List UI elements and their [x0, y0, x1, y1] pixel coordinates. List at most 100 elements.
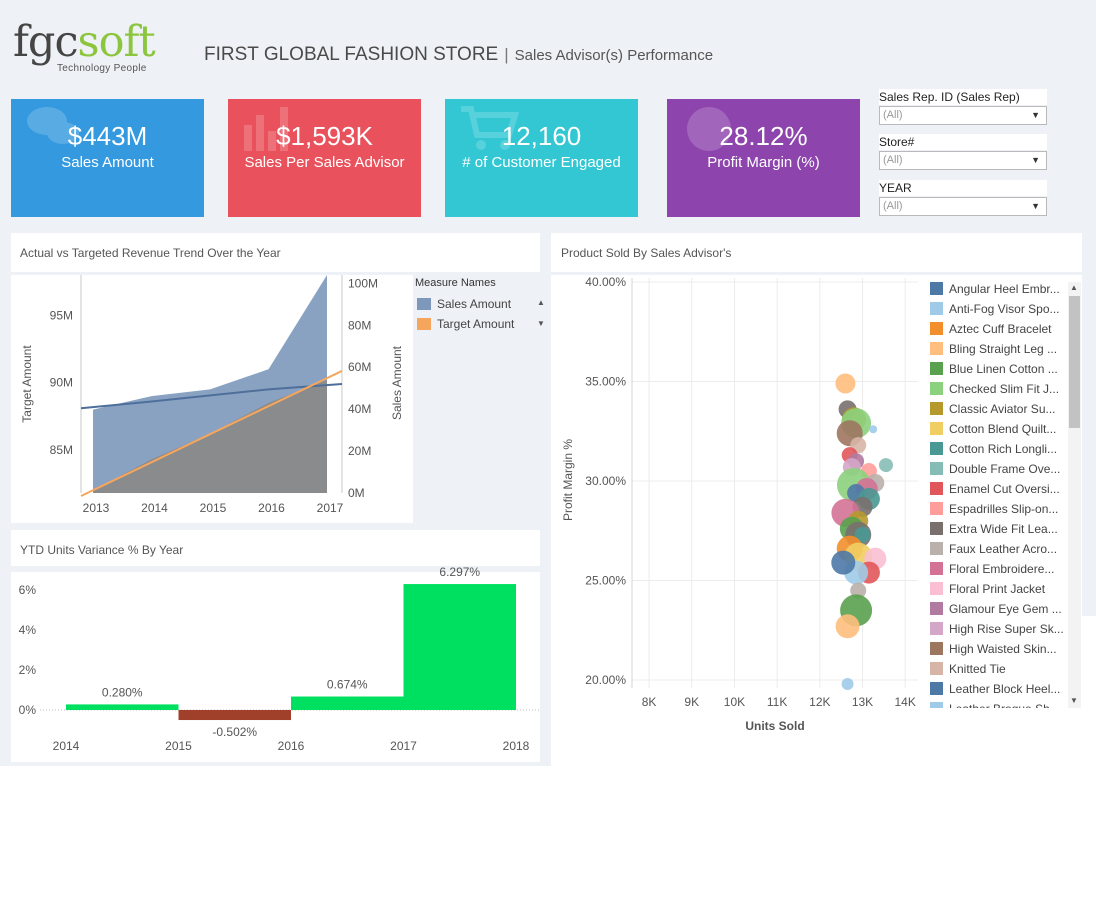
y-axis-tick-label: 4%: [19, 623, 37, 637]
legend-label: Double Frame Ove...: [949, 462, 1061, 476]
kpi-value: $1,593K: [276, 121, 373, 151]
legend-label: High Rise Super Sk...: [949, 622, 1064, 636]
revenue-legend-title: Measure Names: [415, 277, 496, 289]
x-axis-tick-label: 2016: [258, 501, 285, 515]
scroll-down-icon[interactable]: ▼: [537, 319, 545, 328]
filter-year-value: (All): [883, 200, 903, 212]
filter-store-select[interactable]: (All) ▼: [879, 151, 1047, 170]
ytd-variance-title: YTD Units Variance % By Year: [20, 543, 184, 557]
scatter-legend-item[interactable]: Floral Print Jacket: [930, 582, 1065, 596]
chevron-down-icon: ▼: [1031, 110, 1040, 120]
legend-label: Espadrilles Slip-on...: [949, 502, 1059, 516]
scatter-legend-item[interactable]: Aztec Cuff Bracelet: [930, 322, 1065, 336]
sales-trend-line: [80, 383, 343, 410]
legend-swatch-target: [417, 318, 431, 330]
y-axis-tick-label: 40.00%: [585, 275, 626, 289]
legend-swatch: [930, 422, 943, 435]
target-amount-area: [93, 379, 327, 493]
variance-bar: [66, 704, 179, 710]
x-axis-tick-label: 2015: [165, 739, 192, 753]
right-axis-tick-label: 40M: [348, 402, 371, 416]
legend-label: Target Amount: [437, 317, 515, 331]
legend-swatch: [930, 682, 943, 695]
right-axis-tick-label: 80M: [348, 318, 371, 332]
page-title: FIRST GLOBAL FASHION STORE | Sales Advisor…: [204, 44, 713, 66]
scatter-legend-item[interactable]: Checked Slim Fit J...: [930, 382, 1065, 396]
left-axis-tick-label: 85M: [50, 443, 73, 457]
revenue-trend-title: Actual vs Targeted Revenue Trend Over th…: [20, 246, 281, 260]
legend-swatch: [930, 442, 943, 455]
legend-swatch-sales: [417, 298, 431, 310]
scatter-legend-item[interactable]: Leather Brogue Sh...: [930, 702, 1065, 708]
kpi-value: 12,160: [501, 121, 582, 151]
filter-sales-rep-select[interactable]: (All) ▼: [879, 106, 1047, 125]
legend-swatch: [930, 602, 943, 615]
scatter-legend-item[interactable]: Knitted Tie: [930, 662, 1065, 676]
kpi-label: # of Customer Engaged: [462, 154, 621, 171]
legend-scrollbar-thumb[interactable]: [1069, 296, 1080, 428]
scroll-down-icon[interactable]: ▼: [1070, 696, 1078, 705]
chevron-down-icon: ▼: [1031, 155, 1040, 165]
x-axis-tick-label: 2017: [317, 501, 344, 515]
scatter-legend-item[interactable]: Double Frame Ove...: [930, 462, 1065, 476]
legend-label: Blue Linen Cotton ...: [949, 362, 1058, 376]
scroll-up-icon[interactable]: ▲: [1070, 283, 1078, 292]
legend-swatch: [930, 322, 943, 335]
legend-swatch: [930, 342, 943, 355]
scatter-legend-item[interactable]: High Waisted Skin...: [930, 642, 1065, 656]
scatter-legend-item[interactable]: Blue Linen Cotton ...: [930, 362, 1065, 376]
scatter-legend-item[interactable]: Angular Heel Embr...: [930, 282, 1065, 296]
scatter-legend-item[interactable]: Espadrilles Slip-on...: [930, 502, 1065, 516]
right-axis-tick-label: 60M: [348, 360, 371, 374]
scatter-legend-item[interactable]: Anti-Fog Visor Spo...: [930, 302, 1065, 316]
filter-sales-rep-label: Sales Rep. ID (Sales Rep): [879, 89, 1047, 105]
kpi-card-customers-engaged[interactable]: 12,160 # of Customer Engaged: [445, 99, 638, 217]
kpi-card-sales-per-advisor[interactable]: $1,593K Sales Per Sales Advisor: [228, 99, 421, 217]
scatter-legend-item[interactable]: Classic Aviator Su...: [930, 402, 1065, 416]
kpi-card-profit-margin[interactable]: 28.12% Profit Margin (%): [667, 99, 860, 217]
legend-swatch: [930, 702, 943, 708]
scatter-legend-item[interactable]: Glamour Eye Gem ...: [930, 602, 1065, 616]
scatter-legend-item[interactable]: Enamel Cut Oversi...: [930, 482, 1065, 496]
scatter-point: [831, 550, 856, 575]
legend-label: High Waisted Skin...: [949, 642, 1057, 656]
logo-tagline: Technology People: [57, 63, 147, 74]
y-axis-title: Profit Margin %: [561, 439, 575, 521]
legend-item-target-amount[interactable]: Target Amount: [417, 317, 514, 331]
kpi-card-sales-amount[interactable]: $443M Sales Amount: [11, 99, 204, 217]
scatter-point: [869, 425, 878, 434]
legend-label: Floral Print Jacket: [949, 582, 1046, 596]
scatter-legend-item[interactable]: Faux Leather Acro...: [930, 542, 1065, 556]
legend-label: Checked Slim Fit J...: [949, 382, 1060, 396]
variance-bar: [178, 710, 291, 721]
scatter-legend-item[interactable]: Cotton Blend Quilt...: [930, 422, 1065, 436]
scatter-legend-item[interactable]: Floral Embroidere...: [930, 562, 1065, 576]
legend-label: Aztec Cuff Bracelet: [949, 322, 1052, 336]
scroll-up-icon[interactable]: ▲: [537, 298, 545, 307]
filter-year-select[interactable]: (All) ▼: [879, 197, 1047, 216]
revenue-trend-title-bar: [11, 233, 540, 272]
legend-label: Anti-Fog Visor Spo...: [949, 302, 1060, 316]
legend-swatch: [930, 282, 943, 295]
logo-soft-text: soft: [77, 17, 156, 67]
globe-icon: [687, 107, 731, 151]
scatter-legend-item[interactable]: Extra Wide Fit Lea...: [930, 522, 1065, 536]
legend-swatch: [930, 502, 943, 515]
y-axis-tick-label: 30.00%: [585, 474, 626, 488]
chat-bubbles-icon: [27, 107, 79, 144]
scatter-legend-item[interactable]: Bling Straight Leg ...: [930, 342, 1065, 356]
scatter-legend-item[interactable]: Cotton Rich Longli...: [930, 442, 1065, 456]
legend-swatch: [930, 642, 943, 655]
legend-label: Extra Wide Fit Lea...: [949, 522, 1058, 536]
scatter-legend-item[interactable]: Leather Block Heel...: [930, 682, 1065, 696]
scatter-legend-item[interactable]: High Rise Super Sk...: [930, 622, 1065, 636]
legend-label: Knitted Tie: [949, 662, 1006, 676]
legend-item-sales-amount[interactable]: Sales Amount: [417, 297, 511, 311]
scatter-chart-area: [551, 275, 1082, 745]
legend-label: Faux Leather Acro...: [949, 542, 1058, 556]
legend-label: Glamour Eye Gem ...: [949, 602, 1062, 616]
x-axis-title: Units Sold: [745, 719, 804, 733]
